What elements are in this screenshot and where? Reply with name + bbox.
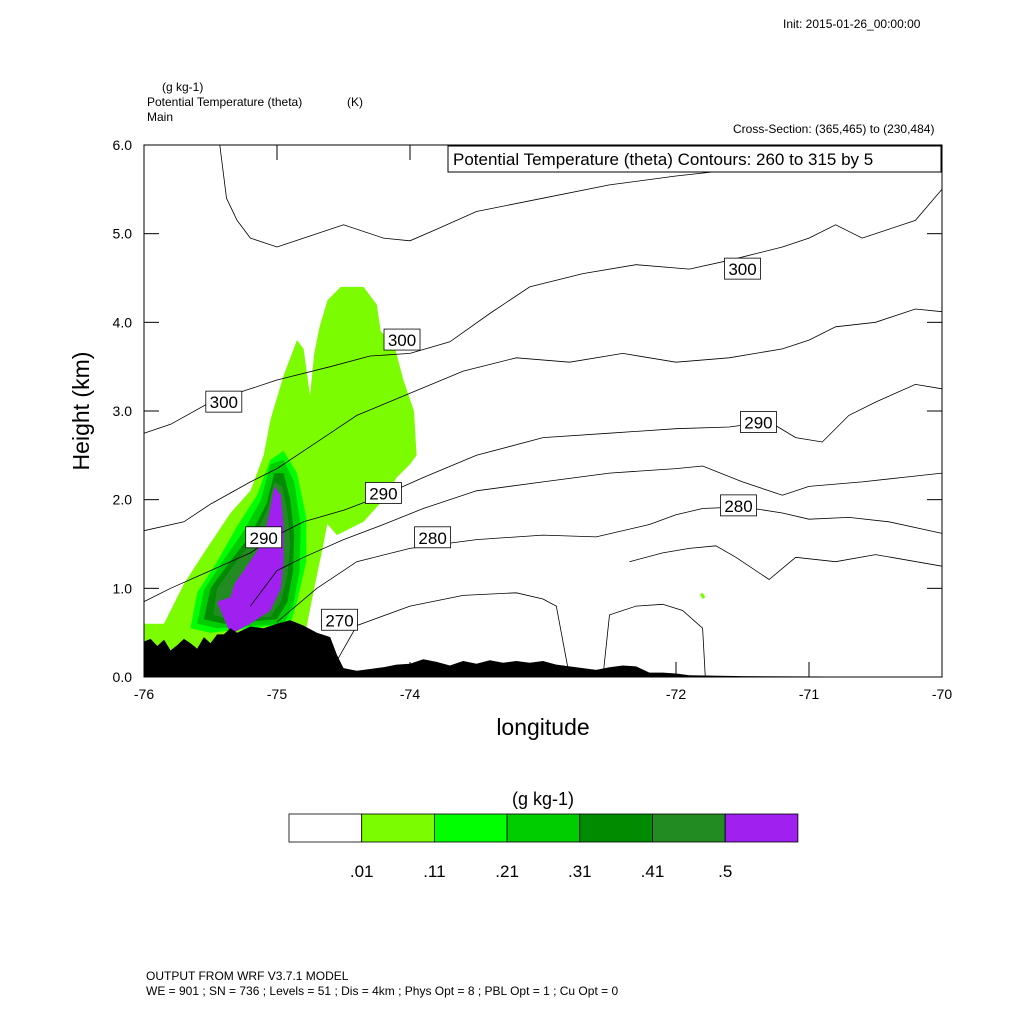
contour-label-box <box>720 494 757 517</box>
contour-line <box>143 189 943 434</box>
colorbar-swatch <box>361 813 435 843</box>
contour-label: 280 <box>418 529 446 548</box>
terrain-fill <box>144 620 942 677</box>
field-units: (g kg-1) <box>162 80 204 94</box>
contour-label-box <box>364 482 402 504</box>
y-tick-label: 0.0 <box>113 669 133 685</box>
contour-labels: 300 300 300 290 290 290 280 280 270 <box>205 257 777 631</box>
contour-line <box>602 603 706 678</box>
x-tick-label: -74 <box>400 686 420 702</box>
y-tick-label: 2.0 <box>113 492 133 508</box>
contour-label: 270 <box>325 611 353 630</box>
shaded-region <box>217 486 284 635</box>
contour-info-text: Potential Temperature (theta) Contours: … <box>453 150 873 169</box>
contour-label-box <box>321 608 358 631</box>
contour-label-box <box>414 526 452 549</box>
y-axis: 0.0 1.0 2.0 3.0 4.0 5.0 6.0 <box>113 137 942 685</box>
x-axis: -76 -75 -74 -72 -71 -70 <box>134 145 952 702</box>
init-time: Init: 2015-01-26_00:00:00 <box>783 17 921 31</box>
x-axis-label: longitude <box>496 714 589 740</box>
contour-label-box <box>740 411 777 433</box>
y-tick-label: 6.0 <box>113 137 133 153</box>
colorbar-label: .41 <box>641 862 665 881</box>
colorbar-title: (g kg-1) <box>512 789 574 809</box>
colorbar-swatch <box>652 813 726 843</box>
y-tick-label: 1.0 <box>113 580 133 596</box>
x-tick-label: -71 <box>799 686 819 702</box>
panel-name: Main <box>147 110 174 124</box>
x-tick-label: -72 <box>666 686 686 702</box>
footer-settings: WE = 901 ; SN = 736 ; Levels = 51 ; Dis … <box>146 984 619 998</box>
colorbar-swatch <box>724 813 799 843</box>
x-tick-label: -75 <box>267 686 287 702</box>
contour-line <box>250 465 943 607</box>
colorbar-label: .11 <box>423 862 445 881</box>
shaded-region <box>699 592 706 599</box>
field-name-units: (K) <box>347 95 363 109</box>
cross-section-info: Cross-Section: (365,465) to (230,484) <box>733 122 935 136</box>
y-tick-label: 4.0 <box>113 314 133 330</box>
contour-label-box <box>205 390 243 413</box>
contour-line <box>329 592 570 678</box>
contour-info-box: Potential Temperature (theta) Contours: … <box>447 145 942 173</box>
contour-line <box>143 308 943 532</box>
contour-label: 300 <box>210 393 238 412</box>
colorbar-swatch <box>288 813 363 843</box>
contour-label-box <box>245 526 283 549</box>
contour-label: 300 <box>728 260 756 279</box>
colorbar-label: .21 <box>495 862 519 881</box>
contour-line <box>629 545 943 580</box>
terrain-layer <box>144 620 942 677</box>
y-axis-label: Height (km) <box>68 352 94 471</box>
colorbar-label: .31 <box>568 862 592 881</box>
contour-label: 300 <box>388 331 416 350</box>
y-tick-label: 5.0 <box>113 226 133 242</box>
contour-label: 290 <box>744 414 772 433</box>
colorbar-label: .01 <box>350 862 374 881</box>
footer-model: OUTPUT FROM WRF V3.7.1 MODEL <box>146 969 349 983</box>
contour-label: 280 <box>724 497 752 516</box>
x-tick-label: -76 <box>134 686 154 702</box>
colorbar-swatch <box>433 813 508 843</box>
contour-label: 290 <box>250 529 278 548</box>
colorbar: .01 .11 .21 .31 .41 .5 <box>288 813 799 881</box>
contour-label: 290 <box>369 484 397 503</box>
colorbar-swatch <box>579 813 653 843</box>
colorbar-label: .5 <box>718 862 732 881</box>
contour-label-box <box>724 257 761 280</box>
y-tick-label: 3.0 <box>113 403 133 419</box>
mixing-ratio-shading <box>144 286 706 651</box>
x-tick-label: -70 <box>932 686 952 702</box>
contour-label-box <box>383 328 421 351</box>
colorbar-swatch <box>506 813 581 843</box>
field-name: Potential Temperature (theta) <box>147 95 303 109</box>
contour-line <box>276 506 943 623</box>
theta-contours <box>143 144 943 678</box>
contour-line <box>219 144 737 248</box>
